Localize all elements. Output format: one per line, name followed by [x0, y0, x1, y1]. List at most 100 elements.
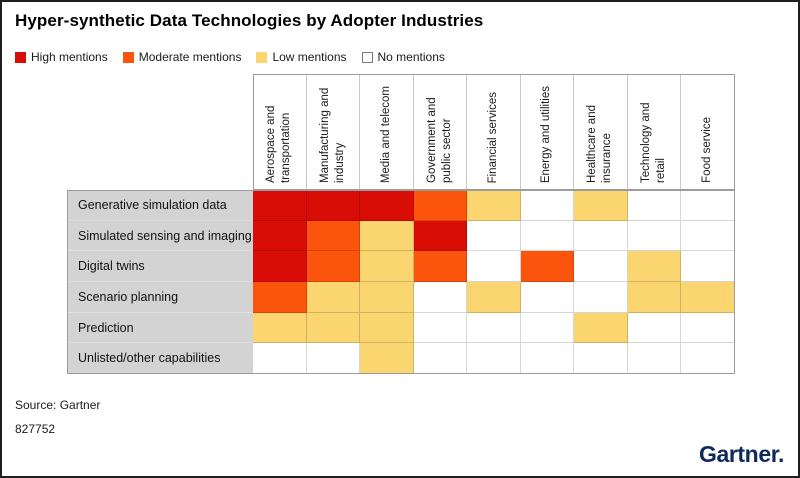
- heatmap-cell: [360, 220, 414, 252]
- legend: High mentions Moderate mentions Low mentio…: [15, 50, 445, 64]
- column-header: Manufacturing and industry: [306, 74, 360, 190]
- row-header-label: Digital twins: [78, 259, 145, 274]
- heatmap-cell: [627, 312, 681, 344]
- column-header: Media and telecom: [360, 74, 414, 190]
- row-header: Digital twins: [67, 251, 253, 283]
- legend-item-low: Low mentions: [256, 50, 347, 64]
- heatmap-cell: [520, 312, 574, 344]
- heatmap-cell: [520, 190, 574, 221]
- column-header: Healthcare and insurance: [574, 74, 628, 190]
- heatmap-cell: [306, 282, 360, 313]
- row-header-label: Prediction: [78, 320, 134, 335]
- document-number: 827752: [15, 422, 56, 436]
- heatmap-cell: [574, 312, 628, 344]
- heatmap-cell: [467, 312, 521, 344]
- heatmap-cell: [413, 282, 467, 313]
- heatmap-cell: [413, 220, 467, 252]
- heatmap-cell: [520, 251, 574, 283]
- source-text: Source: Gartner: [15, 398, 101, 412]
- column-header: Food service: [681, 74, 735, 190]
- heatmap-cell: [627, 282, 681, 313]
- row-header-label: Scenario planning: [78, 289, 179, 304]
- heatmap-cell: [360, 282, 414, 313]
- column-header-label: Financial services: [486, 91, 499, 183]
- column-header-label: Manufacturing and industry: [318, 87, 346, 183]
- heatmap-cell: [360, 190, 414, 221]
- heatmap-cell: [627, 251, 681, 283]
- chart-title: Hyper-synthetic Data Technologies by Ado…: [15, 11, 484, 30]
- row-header: Unlisted/other capabilities: [67, 343, 253, 375]
- heatmap-cell: [681, 190, 735, 221]
- column-header-label: Healthcare and insurance: [586, 105, 614, 183]
- heatmap-cell: [306, 220, 360, 252]
- heatmap-cell: [681, 282, 735, 313]
- row-header: Prediction: [67, 312, 253, 344]
- column-header-label: Government and public sector: [425, 97, 453, 183]
- heatmap-cell: [467, 343, 521, 375]
- heatmap-cell: [681, 343, 735, 375]
- heatmap-cell: [306, 251, 360, 283]
- heatmap-cell: [360, 251, 414, 283]
- legend-label: No mentions: [377, 50, 445, 64]
- legend-swatch-none: [361, 51, 373, 63]
- heatmap-cell: [306, 190, 360, 221]
- legend-item-none: No mentions: [361, 50, 445, 64]
- row-header-label: Unlisted/other capabilities: [78, 351, 221, 366]
- matrix-corner: [67, 74, 253, 190]
- heatmap-cell: [253, 282, 307, 313]
- heatmap-cell: [467, 220, 521, 252]
- column-header: Financial services: [467, 74, 521, 190]
- legend-label: Low mentions: [272, 50, 347, 64]
- heatmap-cell: [253, 190, 307, 221]
- heatmap-cell: [627, 343, 681, 375]
- heatmap-cell: [413, 343, 467, 375]
- heatmap-matrix: Aerospace and transportation Manufacturin…: [67, 74, 735, 375]
- heatmap-cell: [253, 343, 307, 375]
- heatmap-cell: [681, 251, 735, 283]
- gartner-logo: Gartner.: [698, 441, 784, 467]
- column-header: Technology and retail: [627, 74, 681, 190]
- heatmap-cell: [520, 282, 574, 313]
- legend-item-moderate: Moderate mentions: [122, 50, 242, 64]
- column-header: Energy and utilities: [520, 74, 574, 190]
- heatmap-cell: [413, 190, 467, 221]
- heatmap-cell: [681, 220, 735, 252]
- heatmap-cell: [253, 251, 307, 283]
- heatmap-cell: [574, 190, 628, 221]
- heatmap-cell: [574, 220, 628, 252]
- row-header: Simulated sensing and imaging: [67, 220, 253, 252]
- legend-swatch-low: [256, 51, 268, 63]
- legend-item-high: High mentions: [15, 50, 108, 64]
- heatmap-cell: [413, 251, 467, 283]
- heatmap-cell: [627, 190, 681, 221]
- heatmap-cell: [253, 220, 307, 252]
- column-header: Aerospace and transportation: [253, 74, 307, 190]
- column-header-label: Food service: [700, 117, 713, 183]
- column-header-label: Aerospace and transportation: [265, 105, 293, 183]
- column-header-label: Technology and retail: [639, 102, 667, 183]
- row-header-label: Simulated sensing and imaging: [78, 228, 252, 243]
- heatmap-cell: [681, 312, 735, 344]
- heatmap-cell: [520, 343, 574, 375]
- heatmap-cell: [520, 220, 574, 252]
- legend-swatch-moderate: [122, 51, 134, 63]
- heatmap-cell: [574, 282, 628, 313]
- legend-label: Moderate mentions: [138, 50, 242, 64]
- column-header-label: Media and telecom: [379, 85, 392, 183]
- legend-swatch-high: [15, 51, 26, 63]
- heatmap-cell: [360, 343, 414, 375]
- heatmap-cell: [467, 282, 521, 313]
- heatmap-cell: [627, 220, 681, 252]
- heatmap-cell: [253, 312, 307, 344]
- heatmap-cell: [413, 312, 467, 344]
- heatmap-cell: [574, 343, 628, 375]
- column-header: Government and public sector: [413, 74, 467, 190]
- heatmap-cell: [467, 190, 521, 221]
- heatmap-cell: [574, 251, 628, 283]
- row-header: Scenario planning: [67, 282, 253, 313]
- heatmap-cell: [467, 251, 521, 283]
- legend-label: High mentions: [31, 50, 108, 64]
- heatmap-cell: [306, 343, 360, 375]
- row-header-label: Generative simulation data: [78, 197, 227, 212]
